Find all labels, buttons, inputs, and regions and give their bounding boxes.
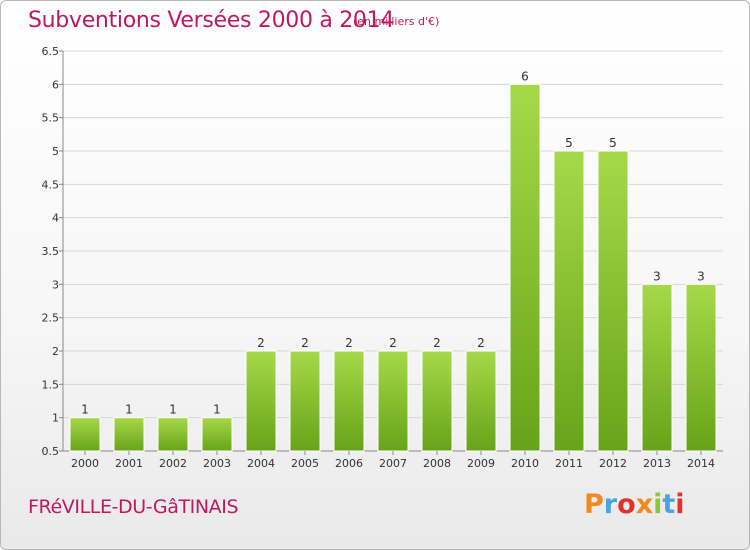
- data-label: 2: [433, 336, 441, 350]
- chart-subtitle: (en milliers d'€): [353, 15, 440, 28]
- logo-letter: i: [653, 489, 663, 520]
- data-label: 2: [477, 336, 485, 350]
- logo-letter: t: [662, 489, 676, 520]
- x-tick-label: 2005: [291, 457, 319, 470]
- bar: [597, 150, 629, 452]
- data-label: 1: [125, 403, 133, 417]
- bar: [509, 83, 541, 452]
- bar: [201, 417, 233, 452]
- logo-letter: r: [603, 489, 618, 520]
- logo-letter: x: [635, 489, 654, 520]
- data-label: 2: [301, 336, 309, 350]
- place-name: FRéVILLE-DU-GâTINAIS: [28, 496, 239, 518]
- y-tick-label: 5: [52, 145, 59, 158]
- bar: [685, 283, 717, 452]
- y-tick-label: 4: [52, 212, 59, 225]
- bar: [641, 283, 673, 452]
- y-tick-label: 6: [52, 78, 59, 91]
- x-tick-label: 2012: [599, 457, 627, 470]
- y-tick-label: 1: [52, 412, 59, 425]
- y-tick-label: 3.5: [42, 245, 60, 258]
- x-tick-label: 2011: [555, 457, 583, 470]
- y-tick-label: 4.5: [42, 178, 60, 191]
- data-label: 1: [81, 403, 89, 417]
- y-tick-label: 2: [52, 345, 59, 358]
- y-tick-label: 3: [52, 278, 59, 291]
- y-tick-label: 1.5: [42, 378, 60, 391]
- bar-chart: 0.5 1 1.5 2 2.5 3 3.5 4 4.5 5 5.5 6 6.5 1 2000 1 2001 1 20…: [42, 45, 723, 470]
- bar: [465, 350, 497, 452]
- data-label: 3: [653, 269, 661, 283]
- chart-title: Subventions Versées 2000 à 2014: [28, 8, 395, 33]
- data-label: 2: [345, 336, 353, 350]
- x-tick-label: 2002: [159, 457, 187, 470]
- x-tick-label: 2000: [71, 457, 99, 470]
- bar: [69, 417, 101, 452]
- bar: [157, 417, 189, 452]
- data-label: 2: [257, 336, 265, 350]
- bar: [421, 350, 453, 452]
- logo-letter: i: [675, 489, 685, 520]
- x-tick-label: 2010: [511, 457, 539, 470]
- proxiti-logo[interactable]: Proxiti: [584, 489, 685, 520]
- x-tick-label: 2001: [115, 457, 143, 470]
- data-label: 1: [213, 403, 221, 417]
- x-tick-label: 2007: [379, 457, 407, 470]
- x-tick-label: 2008: [423, 457, 451, 470]
- y-tick-label: 5.5: [42, 112, 60, 125]
- logo-letter: o: [617, 489, 636, 520]
- data-label: 5: [565, 136, 573, 150]
- x-tick-label: 2009: [467, 457, 495, 470]
- y-tick-label: 0.5: [42, 445, 60, 458]
- x-tick-label: 2004: [247, 457, 275, 470]
- data-label: 3: [697, 269, 705, 283]
- data-label: 5: [609, 136, 617, 150]
- logo-letter: P: [584, 489, 604, 520]
- data-label: 6: [521, 69, 529, 83]
- bar: [333, 350, 365, 452]
- x-tick-label: 2006: [335, 457, 363, 470]
- y-tick-label: 6.5: [42, 45, 60, 58]
- x-tick-label: 2013: [643, 457, 671, 470]
- x-tick-label: 2003: [203, 457, 231, 470]
- bar: [113, 417, 145, 452]
- bar: [289, 350, 321, 452]
- bar: [377, 350, 409, 452]
- data-label: 1: [169, 403, 177, 417]
- y-tick-label: 2.5: [42, 312, 60, 325]
- data-label: 2: [389, 336, 397, 350]
- x-tick-label: 2014: [687, 457, 715, 470]
- bar: [245, 350, 277, 452]
- bar: [553, 150, 585, 452]
